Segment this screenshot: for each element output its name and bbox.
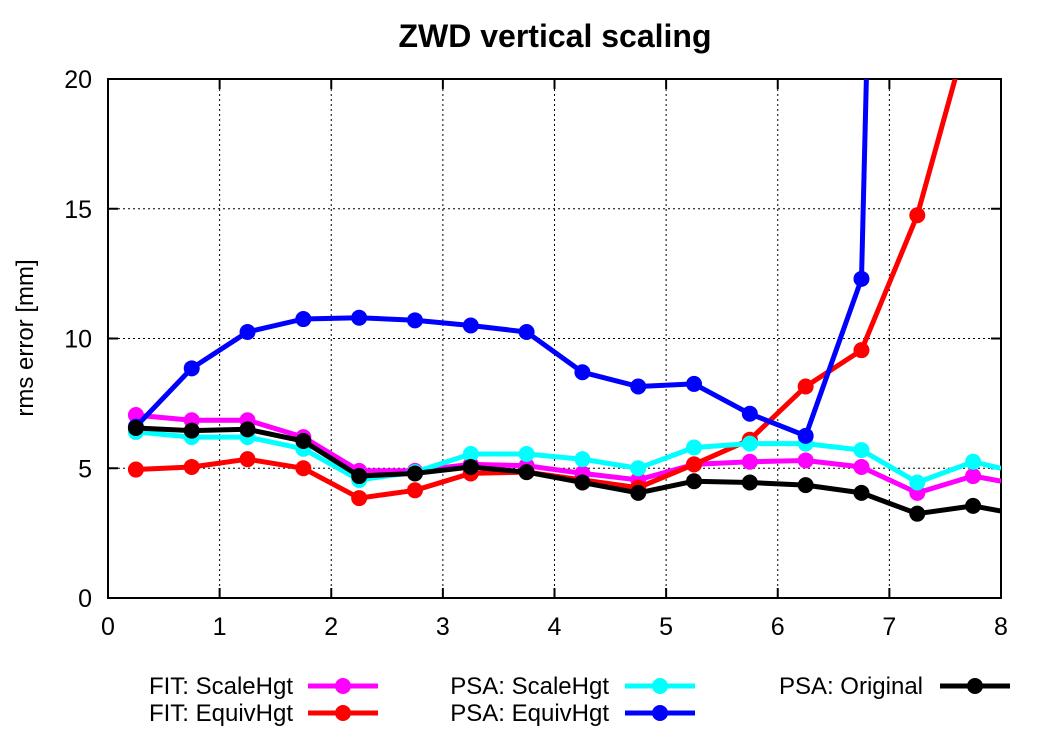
y-tick-label: 15	[64, 196, 92, 224]
x-tick-label: 0	[101, 613, 115, 641]
data-point-fit-equivhgt	[183, 458, 200, 475]
data-point-psa-equivhgt	[295, 311, 312, 328]
data-point-psa-original	[686, 473, 703, 490]
y-tick-label: 10	[64, 326, 92, 354]
legend-label-fit-scalehgt: FIT: ScaleHgt	[149, 673, 293, 700]
data-point-psa-original	[965, 497, 982, 514]
data-point-psa-scalehgt	[686, 439, 703, 456]
data-point-fit-scalehgt	[741, 453, 758, 470]
data-point-fit-equivhgt	[686, 456, 703, 473]
data-point-psa-scalehgt	[630, 460, 647, 477]
data-point-psa-original	[853, 484, 870, 501]
data-point-fit-equivhgt	[351, 490, 368, 507]
data-point-psa-equivhgt	[797, 427, 814, 444]
x-tick-label: 8	[994, 613, 1008, 641]
data-point-fit-scalehgt	[797, 452, 814, 469]
data-point-fit-equivhgt	[406, 482, 423, 499]
data-point-fit-equivhgt	[909, 207, 926, 224]
legend-marker-psa-original	[967, 678, 983, 694]
data-point-psa-scalehgt	[518, 445, 535, 462]
data-point-psa-equivhgt	[741, 405, 758, 422]
data-point-psa-original	[295, 433, 312, 450]
legend-marker-psa-scalehgt	[652, 678, 668, 694]
data-point-fit-equivhgt	[239, 451, 256, 468]
x-tick-label: 2	[324, 613, 338, 641]
x-tick-label: 4	[548, 613, 562, 641]
data-point-fit-equivhgt	[127, 461, 144, 478]
y-axis-label: rms error [mm]	[12, 259, 39, 416]
data-point-psa-scalehgt	[853, 442, 870, 459]
series-lines	[127, 79, 1001, 522]
x-tick-label: 6	[771, 613, 785, 641]
data-point-psa-equivhgt	[686, 375, 703, 392]
data-point-psa-equivhgt	[630, 378, 647, 395]
series-line-psa-scalehgt	[135, 429, 1001, 485]
data-point-psa-equivhgt	[518, 324, 535, 341]
data-point-psa-equivhgt	[239, 324, 256, 341]
data-point-psa-equivhgt	[183, 360, 200, 377]
legend-label-psa-equivhgt: PSA: EquivHgt	[450, 700, 609, 727]
data-point-psa-original	[909, 505, 926, 522]
data-point-psa-scalehgt	[741, 435, 758, 452]
data-point-psa-original	[630, 484, 647, 501]
legend-label-fit-equivhgt: FIT: EquivHgt	[149, 700, 293, 727]
data-point-psa-scalehgt	[965, 453, 982, 470]
chart-title: ZWD vertical scaling	[399, 18, 712, 54]
legend-label-psa-original: PSA: Original	[779, 673, 923, 700]
legend-marker-fit-scalehgt	[335, 678, 351, 694]
series-line-psa-equivhgt	[134, 79, 869, 439]
data-point-psa-original	[183, 422, 200, 439]
data-point-psa-original	[574, 474, 591, 491]
data-point-fit-equivhgt	[853, 342, 870, 359]
x-tick-label: 7	[882, 613, 896, 641]
x-tick-label: 3	[436, 613, 450, 641]
data-point-psa-original	[797, 477, 814, 494]
data-point-psa-scalehgt	[909, 474, 926, 491]
x-tick-label: 1	[213, 613, 227, 641]
data-point-psa-equivhgt	[351, 309, 368, 326]
data-point-psa-original	[406, 465, 423, 482]
data-point-psa-original	[351, 468, 368, 485]
data-point-psa-equivhgt	[406, 312, 423, 329]
y-tick-label: 5	[78, 455, 92, 483]
data-point-fit-scalehgt	[965, 468, 982, 485]
axis-ticks: 0 1 2 3 4 5 6 7 8 0 5 10 15 20	[64, 66, 1008, 641]
legend-label-psa-scalehgt: PSA: ScaleHgt	[450, 673, 609, 700]
data-point-psa-equivhgt	[574, 364, 591, 381]
y-tick-label: 0	[78, 585, 92, 613]
data-point-psa-original	[741, 474, 758, 491]
data-point-psa-scalehgt	[462, 445, 479, 462]
data-point-psa-equivhgt	[853, 270, 870, 287]
data-point-psa-original	[127, 420, 144, 437]
data-point-psa-original	[239, 421, 256, 438]
data-point-fit-equivhgt	[295, 460, 312, 477]
data-point-psa-scalehgt	[574, 451, 591, 468]
data-point-psa-original	[518, 464, 535, 481]
data-point-fit-scalehgt	[853, 458, 870, 475]
legend-marker-psa-equivhgt	[652, 705, 668, 721]
data-point-fit-equivhgt	[797, 378, 814, 395]
data-point-psa-original	[462, 458, 479, 475]
legend-marker-fit-equivhgt	[335, 705, 351, 721]
data-point-psa-equivhgt	[462, 317, 479, 334]
y-tick-label: 20	[64, 66, 92, 94]
x-tick-label: 5	[659, 613, 673, 641]
